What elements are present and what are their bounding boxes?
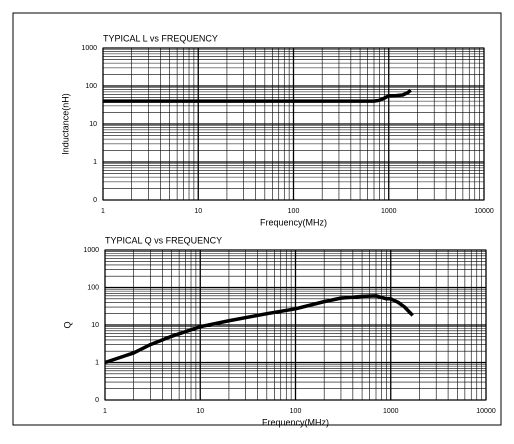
y-axis-label: Q: [62, 321, 72, 328]
y-axis-label: Inductance(nH): [60, 93, 70, 155]
y-tick-label: 0: [93, 197, 97, 204]
x-axis-label: Frequency(MHz): [260, 217, 327, 227]
x-tick-label: 100: [290, 408, 302, 415]
y-tick-label: 0: [95, 397, 99, 404]
x-axis-label: Frequency(MHz): [262, 417, 329, 427]
x-tick-label: 1000: [381, 208, 397, 215]
x-tick-label: 10: [194, 208, 202, 215]
x-tick-label: 10000: [474, 208, 494, 215]
data-line: [103, 88, 412, 103]
chart-title: TYPICAL L vs FREQUENCY: [103, 33, 218, 43]
plot-border: [104, 249, 487, 401]
y-tick-label: 1000: [83, 247, 99, 254]
y-tick-label: 10: [89, 121, 97, 128]
y-tick-label: 100: [87, 284, 99, 291]
y-tick-label: 1: [95, 359, 99, 366]
x-tick-label: 1: [101, 208, 105, 215]
y-tick-label: 1000: [81, 45, 97, 52]
plot-border: [102, 47, 485, 201]
data-line: [104, 294, 414, 365]
x-tick-label: 10: [196, 408, 204, 415]
y-tick-label: 100: [85, 83, 97, 90]
chart-title: TYPICAL Q vs FREQUENCY: [105, 235, 222, 245]
x-tick-label: 100: [288, 208, 300, 215]
x-tick-label: 1000: [383, 408, 399, 415]
x-tick-label: 10000: [476, 408, 496, 415]
x-tick-label: 1: [103, 408, 107, 415]
y-tick-label: 10: [91, 322, 99, 329]
y-tick-label: 1: [93, 159, 97, 166]
